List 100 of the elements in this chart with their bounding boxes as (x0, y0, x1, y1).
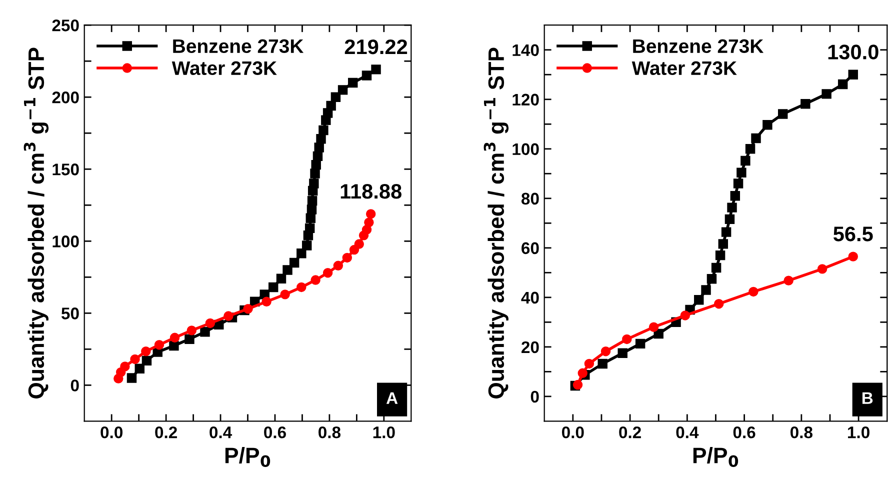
point (618, 348, 628, 358)
point (848, 252, 858, 262)
point (307, 196, 318, 206)
point (276, 274, 286, 284)
point (600, 346, 611, 356)
point (572, 380, 583, 390)
point (366, 209, 376, 219)
point (141, 346, 151, 356)
point (205, 318, 216, 328)
point (154, 340, 164, 350)
point (322, 268, 333, 278)
x-axis-title: P/P$_{0}$ (693, 447, 738, 467)
y-tick-label: 50 (61, 308, 79, 320)
point (130, 354, 140, 364)
y-tick-label: 20 (522, 341, 539, 354)
legend-label: Water 273K (632, 61, 737, 76)
point (751, 133, 761, 144)
x-tick-label: 0.8 (318, 426, 341, 438)
y-tick-label: 150 (52, 164, 79, 176)
point (268, 282, 278, 292)
point (584, 358, 594, 369)
point (736, 168, 746, 178)
y-tick-label: 120 (512, 94, 539, 106)
point (262, 296, 272, 306)
point (243, 304, 253, 314)
y-tick-label: 200 (52, 92, 79, 104)
legend-label: Water 273K (172, 61, 277, 76)
point (282, 265, 292, 275)
point (362, 70, 372, 80)
point (338, 85, 348, 95)
y-tick-label: 100 (52, 236, 79, 248)
annotation: 56.5 (833, 226, 873, 242)
point (778, 109, 788, 119)
point (169, 340, 179, 351)
annotation: 219.22 (344, 39, 408, 54)
y-tick-label: 0 (70, 380, 79, 392)
y-tick-label: 0 (530, 390, 539, 403)
point (302, 240, 312, 250)
point (296, 282, 306, 292)
point (186, 326, 197, 336)
point (711, 262, 722, 273)
point (715, 250, 726, 260)
point (817, 264, 828, 274)
point (622, 334, 632, 344)
point (706, 274, 717, 284)
point (304, 223, 315, 234)
x-tick-label: 0.2 (619, 426, 641, 438)
x-tick-label: 0.4 (210, 426, 232, 438)
point (648, 322, 659, 332)
legend-label: Benzene 273K (633, 39, 764, 54)
y-axis-title: Quantity adsorbed / cm$^{3}$ g$^{−1}$ STP (24, 48, 49, 398)
annotation: A (386, 392, 398, 404)
x-tick-label: 0.6 (733, 426, 756, 438)
point (371, 64, 381, 74)
point (310, 168, 320, 178)
y-tick-label: 40 (521, 292, 539, 304)
point (126, 373, 137, 383)
y-tick-label: 250 (52, 20, 79, 32)
point (224, 311, 234, 321)
point (200, 327, 210, 337)
y-tick-label: 140 (512, 44, 539, 56)
x-axis-title: P/P$_{0}$ (225, 447, 270, 467)
x-tick-label: 0.8 (790, 426, 812, 438)
legend-label: Benzene 273K (173, 39, 304, 54)
point (314, 142, 324, 152)
point (134, 364, 144, 374)
point (762, 120, 772, 130)
point (364, 218, 374, 228)
point (598, 358, 608, 369)
annotation: 118.88 (340, 184, 402, 199)
point (727, 202, 737, 212)
point (309, 178, 319, 188)
point (318, 125, 328, 136)
x-tick-label: 0.6 (264, 426, 286, 438)
point (296, 248, 306, 258)
point (310, 275, 320, 285)
point (680, 310, 690, 320)
point (342, 252, 352, 263)
annotation: 130.0 (828, 44, 878, 60)
point (348, 78, 358, 88)
point (721, 227, 732, 237)
point (724, 214, 735, 224)
x-tick-label: 0.0 (562, 426, 584, 438)
point (306, 204, 317, 214)
y-tick-label: 100 (512, 143, 539, 156)
point (718, 239, 728, 249)
y-tick-label: 80 (521, 192, 539, 205)
point (330, 92, 341, 102)
point (740, 156, 750, 166)
point (354, 239, 364, 249)
x-tick-label: 0.2 (155, 426, 177, 438)
point (184, 334, 194, 344)
point (333, 260, 344, 270)
point (280, 290, 290, 300)
point (848, 70, 858, 80)
x-tick-label: 0.4 (676, 426, 699, 438)
point (289, 258, 300, 268)
point (745, 144, 756, 154)
x-tick-label: 0.0 (100, 426, 122, 438)
point (170, 332, 180, 343)
